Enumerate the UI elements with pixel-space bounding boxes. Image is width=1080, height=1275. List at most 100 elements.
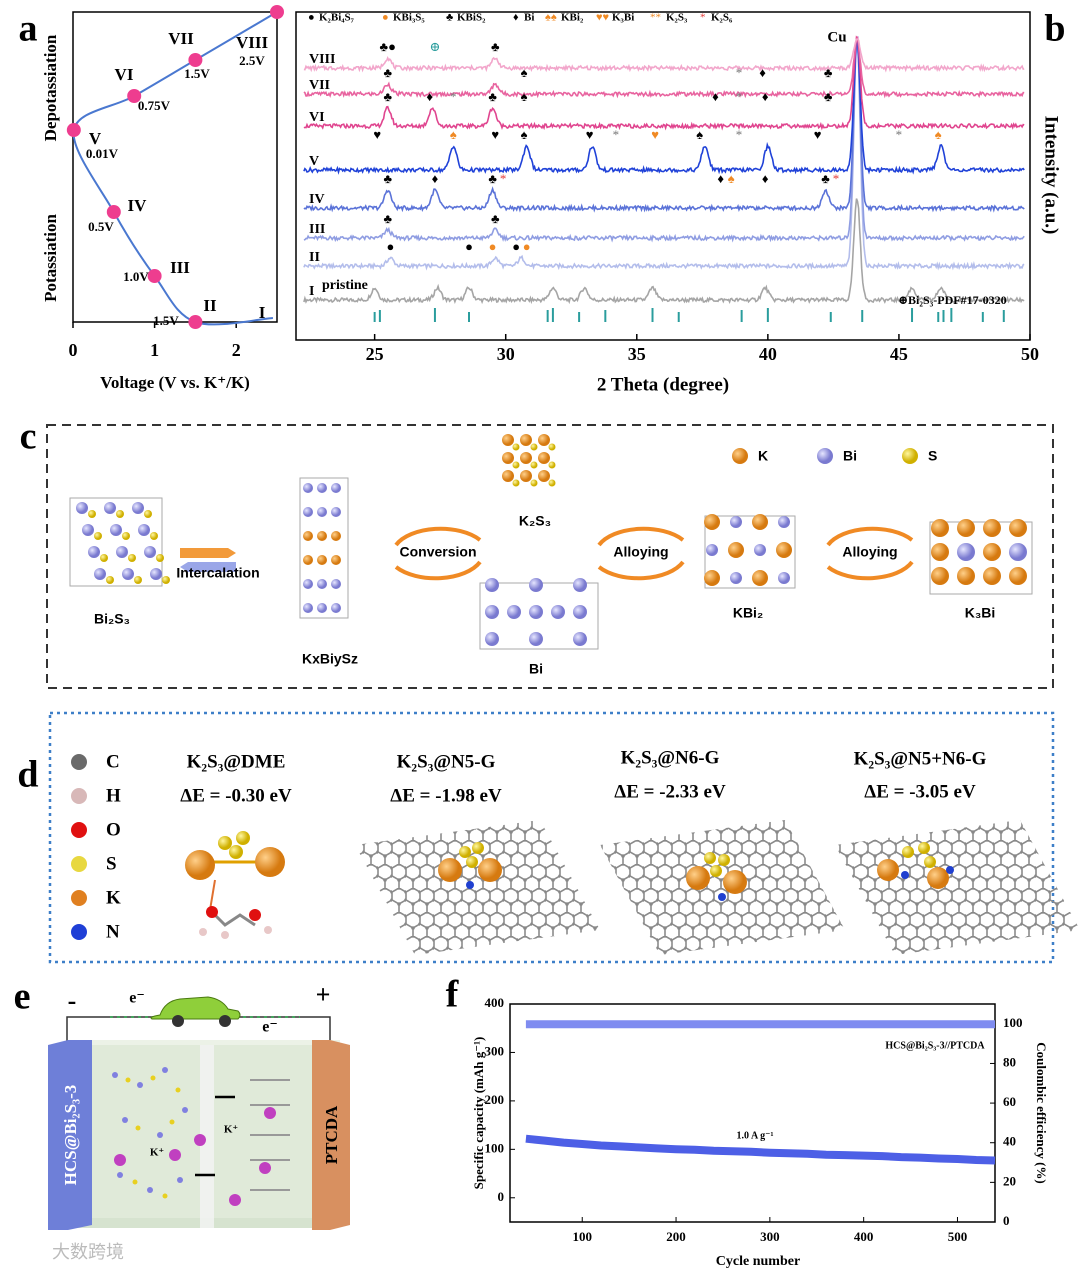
state-label: VIII — [236, 33, 269, 52]
atom — [1009, 543, 1027, 561]
series-line — [525, 1134, 996, 1165]
xrd-pattern — [303, 38, 1025, 243]
x-axis-label: Cycle number — [716, 1254, 800, 1269]
element-label: K — [106, 887, 121, 908]
ion-label: K⁺ — [150, 1147, 165, 1159]
legend-label: K₂Bi₄S₇ — [319, 12, 355, 24]
atom — [983, 543, 1001, 561]
atom — [331, 603, 341, 613]
pattern-label: VI — [309, 110, 325, 125]
atom — [512, 461, 520, 469]
phase-marker: ♦ — [759, 65, 766, 80]
atom — [317, 507, 327, 517]
y-axis-label: Specific capacity (mAh g⁻¹) — [471, 1037, 486, 1190]
atom — [901, 871, 909, 879]
atom — [730, 516, 742, 528]
atom — [530, 461, 538, 469]
atom — [138, 524, 150, 536]
atom — [100, 554, 108, 562]
atom — [303, 555, 313, 565]
phase-marker: ♣ — [383, 65, 392, 80]
atom — [303, 483, 313, 493]
element-swatch — [71, 822, 87, 838]
scheme-label: Intercalation — [176, 565, 259, 581]
pattern-label: II — [309, 250, 320, 265]
voltage-label: 1.0V — [123, 269, 149, 284]
phase-marker: ♣ — [824, 65, 833, 80]
atom — [303, 603, 313, 613]
atom — [530, 479, 538, 487]
atom — [573, 605, 587, 619]
x-tick-label: 300 — [760, 1229, 780, 1244]
atom — [317, 579, 327, 589]
xrd-pattern — [303, 198, 1025, 305]
atom — [317, 483, 327, 493]
model-name: K₂S₃@N5+N6-G — [854, 748, 987, 769]
element-label: H — [106, 785, 121, 806]
x-tick-label: 2 — [232, 340, 241, 360]
atom — [548, 479, 556, 487]
x-axis-label: 2 Theta (degree) — [597, 374, 729, 395]
phase-marker: * — [736, 89, 743, 104]
atom — [331, 555, 341, 565]
scheme-label: KxBiySz — [302, 651, 358, 667]
atom — [728, 542, 744, 558]
model-energy: ΔE = -3.05 eV — [864, 781, 976, 802]
voltage-label: 1.5V — [184, 66, 210, 81]
car — [150, 996, 241, 1020]
xrd-pattern — [303, 38, 1025, 271]
electron: e⁻ — [262, 1019, 278, 1036]
state-marker — [188, 53, 203, 67]
phase-marker: ♠ — [450, 127, 457, 142]
legend-label: KBi₃S₅ — [393, 12, 425, 24]
graphene — [835, 820, 1080, 955]
atom — [710, 865, 722, 877]
phase-marker: ♦ — [762, 89, 769, 104]
atom — [94, 568, 106, 580]
atom — [706, 544, 718, 556]
state-label: VII — [168, 29, 194, 48]
atom — [150, 532, 158, 540]
y2-tick-label: 80 — [1003, 1054, 1016, 1069]
atom — [438, 858, 462, 882]
x-tick-label: 25 — [366, 344, 384, 364]
model-name: K₂S₃@DME — [187, 751, 286, 772]
reference-label: ⊕Bi₂S₃-PDF#17-0320 — [898, 293, 1007, 307]
model-energy: ΔE = -2.33 eV — [614, 781, 726, 802]
atom — [512, 443, 520, 451]
x-tick-label: 100 — [572, 1229, 592, 1244]
legend-label: KBi₂ — [561, 12, 584, 24]
atom — [704, 570, 720, 586]
pattern-label: V — [309, 154, 319, 169]
phase-marker: ♥ — [491, 127, 499, 142]
atom — [94, 532, 102, 540]
phase-marker: ● — [489, 239, 497, 254]
cycle-arrow — [826, 526, 914, 547]
state-label: I — [259, 303, 266, 322]
atom — [754, 544, 766, 556]
atom — [331, 579, 341, 589]
atom — [502, 470, 514, 482]
phase-marker: * — [833, 171, 840, 186]
phase-marker: ♣ — [383, 171, 392, 186]
y-tick-label: 400 — [485, 995, 505, 1010]
atom — [1009, 519, 1027, 537]
x-tick-label: 400 — [854, 1229, 874, 1244]
atom — [236, 831, 250, 845]
state-marker — [127, 89, 142, 103]
atom — [723, 870, 747, 894]
electrolyte — [90, 1040, 340, 1218]
graphene — [355, 820, 600, 955]
atom — [466, 881, 474, 889]
phase-marker: ♣● — [380, 39, 396, 54]
xrd-pattern — [303, 35, 1025, 175]
phase-marker: ● — [523, 239, 531, 254]
panel-c-frame — [46, 424, 1054, 689]
legend-label: Bi — [843, 448, 857, 464]
atom — [573, 632, 587, 646]
plot-frame — [295, 11, 1031, 341]
y-axis-label: Depotassiation — [41, 34, 60, 141]
pattern-label: VIII — [309, 52, 335, 67]
phase-marker: ♦ — [762, 171, 769, 186]
